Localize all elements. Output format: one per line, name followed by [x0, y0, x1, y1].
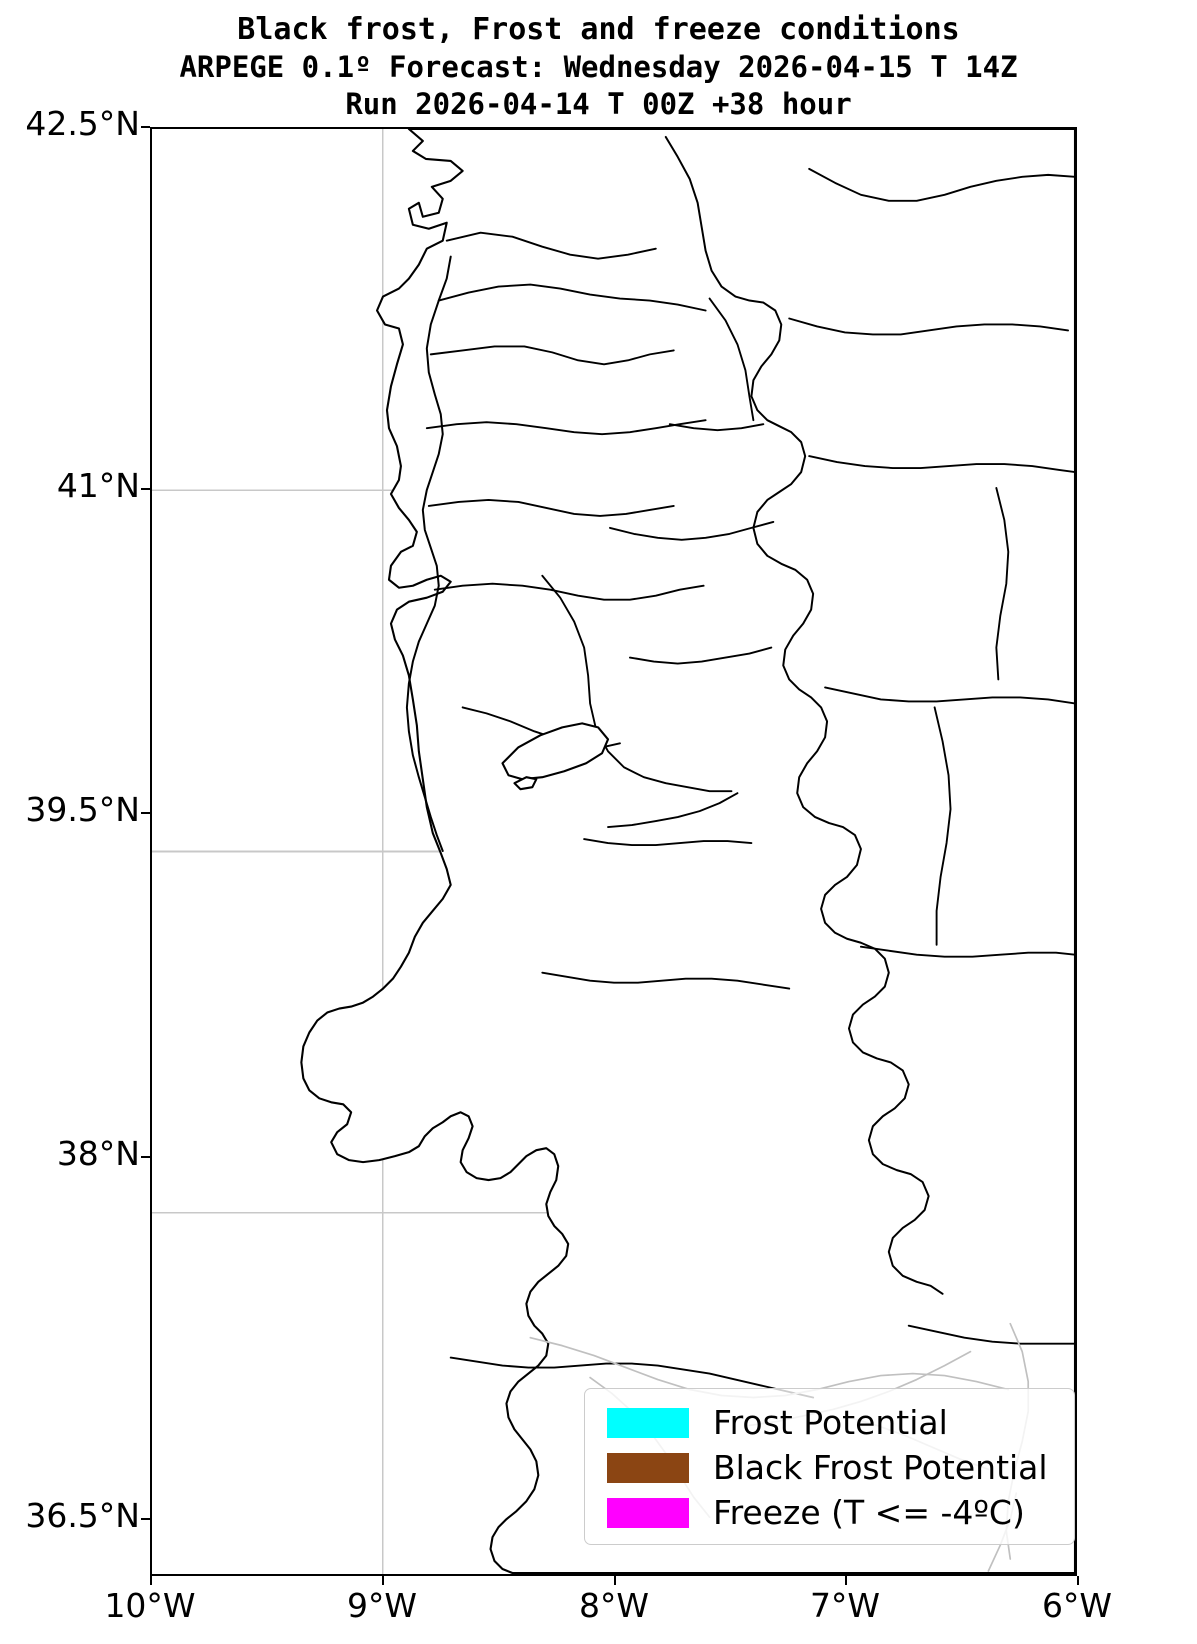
- xtick-mark-10w: [150, 1576, 152, 1585]
- chart-title-block: Black frost, Frost and freeze conditions…: [0, 0, 1197, 123]
- ytick-mark-36-5: [141, 1518, 150, 1520]
- ytick-mark-39-5: [141, 812, 150, 814]
- xtick-label-6w: 6°W: [1041, 1586, 1113, 1625]
- xtick-label-9w: 9°W: [346, 1586, 418, 1625]
- portugal-spain-border: [664, 135, 944, 1295]
- map-legend: Frost Potential Black Frost Potential Fr…: [584, 1388, 1075, 1545]
- ytick-label-41: 41°N: [56, 466, 140, 505]
- ytick-mark-38: [141, 1156, 150, 1158]
- xtick-mark-6w: [1077, 1576, 1079, 1585]
- legend-swatch-black-frost-potential: [607, 1452, 689, 1483]
- legend-swatch-freeze: [607, 1497, 689, 1528]
- ytick-label-39-5: 39.5°N: [25, 790, 140, 829]
- ytick-mark-41: [141, 488, 150, 490]
- model-run-subtitle: Run 2026-04-14 T 00Z +38 hour: [345, 87, 852, 121]
- legend-swatch-frost-potential: [607, 1407, 689, 1438]
- legend-item-freeze[interactable]: Freeze (T <= -4ºC): [585, 1490, 1074, 1535]
- legend-label-freeze: Freeze (T <= -4ºC): [713, 1492, 1025, 1532]
- ytick-label-42-5: 42.5°N: [25, 104, 140, 143]
- ytick-label-38: 38°N: [56, 1134, 140, 1173]
- iberia-map-svg: [152, 129, 1075, 1574]
- map-plot-area: [150, 127, 1077, 1576]
- page-title: Black frost, Frost and freeze conditions: [237, 12, 960, 47]
- spain-province-boundaries: [788, 167, 1075, 1345]
- legend-item-frost-potential[interactable]: Frost Potential: [585, 1400, 1074, 1445]
- xtick-mark-9w: [382, 1576, 384, 1585]
- xtick-mark-7w: [845, 1576, 847, 1585]
- xtick-label-7w: 7°W: [809, 1586, 881, 1625]
- iberia-coastline: [300, 129, 1075, 1574]
- legend-label-frost-potential: Frost Potential: [713, 1402, 948, 1442]
- xtick-label-8w: 8°W: [578, 1586, 650, 1625]
- forecast-subtitle: ARPEGE 0.1º Forecast: Wednesday 2026-04-…: [179, 50, 1018, 84]
- xtick-label-10w: 10°W: [104, 1586, 196, 1625]
- portugal-district-boundaries: [425, 231, 815, 1399]
- legend-label-black-frost-potential: Black Frost Potential: [713, 1447, 1048, 1487]
- legend-item-black-frost-potential[interactable]: Black Frost Potential: [585, 1445, 1074, 1490]
- ytick-mark-42-5: [141, 126, 150, 128]
- ytick-label-36-5: 36.5°N: [25, 1496, 140, 1535]
- xtick-mark-8w: [614, 1576, 616, 1585]
